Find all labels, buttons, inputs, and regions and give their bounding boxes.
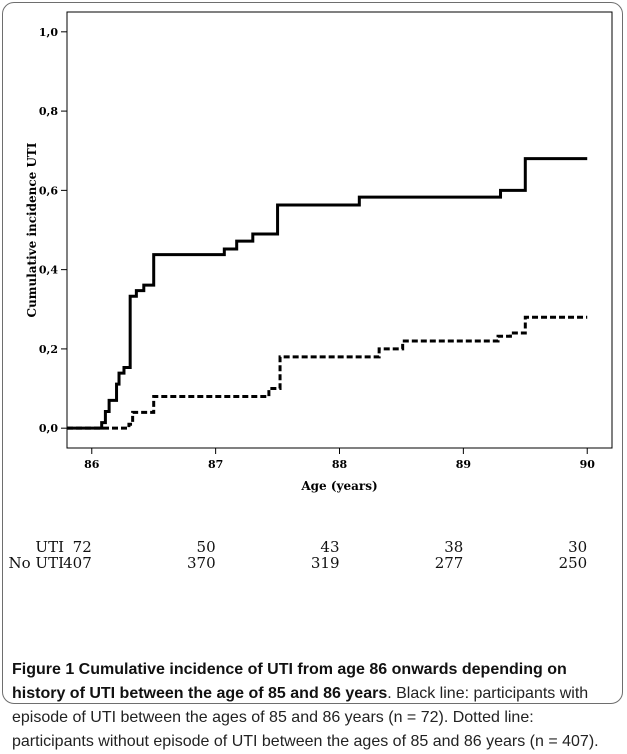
plot-border: [66, 11, 613, 449]
y-tick-label: 0,4: [39, 264, 58, 277]
x-tick-label: 86: [84, 458, 100, 471]
chart: 0,0 0,2 0,4 0,6 0,8 1,0 86 87 88 89 90 Cumulative …: [25, 11, 613, 493]
y-axis-label: Cumulative incidence UTI: [25, 142, 39, 317]
y-tick-label: 1,0: [39, 26, 58, 39]
caption-title: Figure 1 Cumulative incidence of UTI fro…: [12, 661, 567, 702]
x-tick-label: 87: [208, 458, 223, 471]
figure-frame: [2, 2, 623, 704]
x-tick-label: 88: [332, 458, 348, 471]
y-tick-label: 0,8: [39, 105, 58, 118]
y-tick-label: 0,2: [39, 343, 58, 356]
plot-area: 0,0 0,2 0,4 0,6 0,8 1,0 86 87 88 89 90: [39, 11, 613, 471]
series-layer: [67, 157, 588, 430]
y-tick-label: 0,6: [39, 184, 58, 197]
series-line-no-uti: [67, 315, 588, 430]
figure-caption: Figure 1 Cumulative incidence of UTI fro…: [12, 658, 617, 754]
x-tick-label: 89: [456, 458, 471, 471]
series-line-uti: [67, 157, 588, 430]
y-tick-label: 0,0: [39, 422, 58, 435]
x-axis-label: Age (years): [300, 479, 377, 493]
x-tick-label: 90: [580, 458, 596, 471]
